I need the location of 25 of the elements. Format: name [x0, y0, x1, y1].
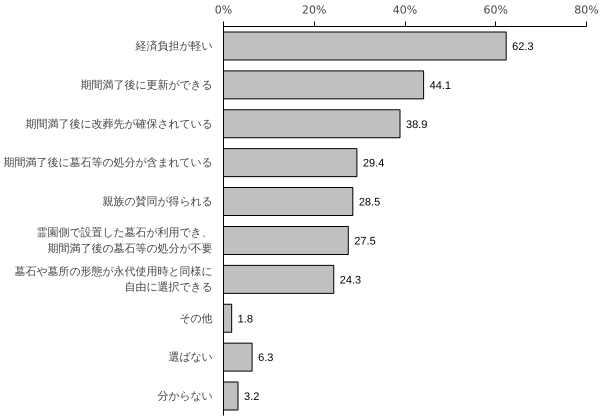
- data-label: 1.8: [238, 313, 253, 326]
- y-tick-label: 期間満了後に改葬先が確保されている: [26, 117, 212, 130]
- y-tick-label: 選ばない: [168, 350, 212, 364]
- y-tick-label: 経済負担が軽い: [134, 39, 212, 52]
- y-tick-label: 期間満了後に更新ができる: [80, 78, 212, 92]
- data-label: 28.5: [358, 196, 380, 209]
- data-label: 6.3: [258, 352, 274, 364]
- x-tick-label: 40%: [392, 4, 418, 16]
- y-tick-label: 霊園側で設置した墓石が利用でき、期間満了後の墓石等の処分が不要: [36, 226, 212, 255]
- data-label: 24.3: [340, 274, 362, 286]
- data-label: 38.9: [406, 118, 428, 131]
- data-label: 62.3: [512, 40, 534, 53]
- data-label: 27.5: [354, 235, 376, 248]
- y-tick-label: 分からない: [158, 390, 212, 403]
- x-tick-label: 20%: [302, 4, 326, 16]
- data-label: 29.4: [362, 158, 384, 170]
- data-label: 44.1: [430, 80, 452, 92]
- y-tick-label: 期間満了後に墓石等の処分が含まれている: [4, 156, 212, 170]
- y-tick-label: その他: [180, 312, 212, 325]
- y-tick-label: 親族の賛同が得られる: [102, 195, 212, 208]
- x-tick-label: 60%: [484, 4, 508, 16]
- x-tick-label: 80%: [574, 4, 599, 16]
- y-tick-label: 墓石や墓所の形態が永代使用時と同様に自由に選択できる: [14, 265, 212, 294]
- data-label: 3.2: [244, 391, 260, 404]
- x-tick-label: 0%: [214, 4, 232, 16]
